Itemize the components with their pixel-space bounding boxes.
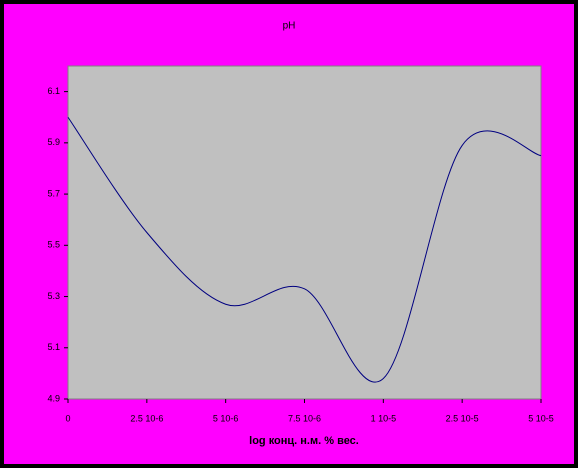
x-tick-label: 1 10-5 <box>371 413 397 423</box>
x-tick-label: 5 10-5 <box>528 413 554 423</box>
plot-area <box>67 65 542 400</box>
data-line <box>67 116 542 383</box>
x-axis-label: log конц. н.м. % вес. <box>249 435 359 447</box>
y-tick-label: 5.9 <box>47 137 60 147</box>
y-tick-label: 5.1 <box>47 342 60 352</box>
x-tick-label: 2.5 10-6 <box>130 413 163 423</box>
y-tick-label: 5.5 <box>47 240 60 250</box>
chart-title: pH <box>283 21 296 32</box>
y-tick-label: 4.9 <box>47 393 60 403</box>
x-tick-label: 0 <box>65 413 70 423</box>
x-tick-label: 5 10-6 <box>213 413 239 423</box>
x-tick-label: 2.5 10-5 <box>446 413 479 423</box>
y-tick-label: 5.3 <box>47 291 60 301</box>
x-tick-label: 7.5 10-6 <box>288 413 321 423</box>
y-tick-label: 5.7 <box>47 188 60 198</box>
y-tick-label: 6.1 <box>47 86 60 96</box>
